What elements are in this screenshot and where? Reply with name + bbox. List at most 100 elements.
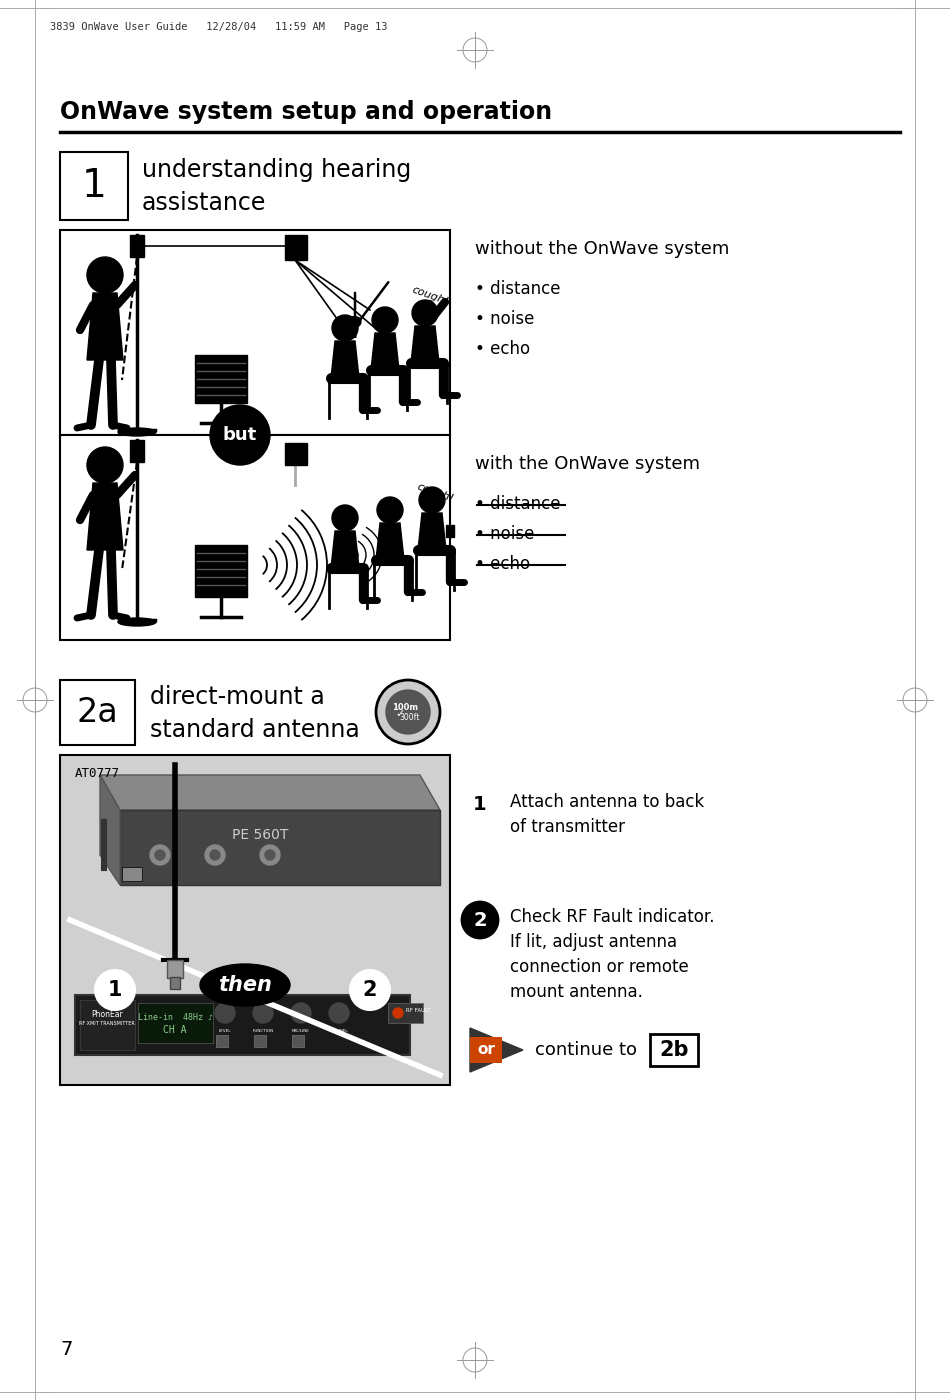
Circle shape — [291, 1002, 311, 1023]
Text: PhonEar: PhonEar — [91, 1009, 123, 1019]
Polygon shape — [87, 483, 123, 550]
Circle shape — [372, 307, 398, 333]
Text: • distance: • distance — [475, 280, 560, 298]
Text: understanding hearing
assistance: understanding hearing assistance — [142, 158, 411, 214]
Bar — [60, 680, 135, 745]
Text: 7: 7 — [60, 1340, 72, 1359]
Polygon shape — [100, 776, 120, 885]
Circle shape — [265, 850, 275, 860]
Text: FUNCTION: FUNCTION — [253, 1029, 274, 1033]
Circle shape — [462, 902, 498, 938]
Circle shape — [87, 447, 123, 483]
Circle shape — [205, 846, 225, 865]
Circle shape — [332, 505, 358, 531]
Bar — [292, 1035, 304, 1047]
Circle shape — [215, 1002, 235, 1023]
Circle shape — [419, 487, 445, 512]
Polygon shape — [371, 333, 399, 370]
Circle shape — [377, 497, 403, 524]
Circle shape — [350, 970, 390, 1009]
Text: PE 560T: PE 560T — [232, 827, 288, 841]
Text: RF FAULT: RF FAULT — [406, 1008, 430, 1014]
Text: 3839 OnWave User Guide   12/28/04   11:59 AM   Page 13: 3839 OnWave User Guide 12/28/04 11:59 AM… — [50, 22, 388, 32]
Text: • distance: • distance — [475, 496, 560, 512]
Text: 100m: 100m — [392, 703, 418, 711]
Bar — [130, 440, 144, 462]
Text: cough!: cough! — [415, 482, 455, 504]
Polygon shape — [418, 512, 446, 550]
Text: with the OnWave system: with the OnWave system — [475, 455, 700, 473]
Text: Attach antenna to back
of transmitter: Attach antenna to back of transmitter — [510, 792, 704, 836]
Bar — [216, 1035, 228, 1047]
Text: direct-mount a
standard antenna: direct-mount a standard antenna — [150, 685, 360, 742]
Bar — [60, 755, 450, 1085]
Text: RF XMIT TRANSMITTER: RF XMIT TRANSMITTER — [79, 1021, 135, 1026]
Text: without the OnWave system: without the OnWave system — [475, 239, 730, 258]
Ellipse shape — [200, 965, 290, 1007]
Circle shape — [150, 846, 170, 865]
Text: ✓: ✓ — [375, 496, 394, 515]
Bar — [388, 1002, 423, 1023]
Circle shape — [87, 258, 123, 293]
Text: Check RF Fault indicator.
If lit, adjust antenna
connection or remote
mount ante: Check RF Fault indicator. If lit, adjust… — [510, 909, 714, 1001]
Bar — [122, 867, 142, 881]
Text: then: then — [218, 974, 272, 995]
Text: 2: 2 — [473, 910, 486, 930]
Circle shape — [329, 1002, 349, 1023]
Polygon shape — [470, 1028, 523, 1072]
Bar — [60, 435, 450, 640]
Bar — [195, 356, 247, 403]
Text: 1: 1 — [82, 167, 106, 204]
Circle shape — [210, 405, 270, 465]
Circle shape — [332, 315, 358, 342]
Bar — [60, 153, 128, 220]
Text: LEVEL: LEVEL — [218, 1029, 231, 1033]
Text: CHANNEL: CHANNEL — [330, 1029, 349, 1033]
Circle shape — [260, 846, 280, 865]
Text: • echo: • echo — [475, 340, 530, 358]
Bar — [195, 545, 247, 596]
Circle shape — [376, 680, 440, 743]
Text: Line-in  48Hz ♪: Line-in 48Hz ♪ — [138, 1014, 213, 1022]
Bar — [285, 442, 307, 465]
Bar — [60, 230, 450, 435]
Text: 2: 2 — [363, 980, 377, 1000]
Polygon shape — [120, 811, 440, 885]
Polygon shape — [331, 342, 359, 378]
Circle shape — [393, 1008, 403, 1018]
Polygon shape — [87, 293, 123, 360]
Text: continue to: continue to — [535, 1042, 637, 1058]
Text: 2a: 2a — [76, 696, 118, 728]
Text: ?: ? — [346, 315, 364, 344]
Circle shape — [462, 787, 498, 823]
Circle shape — [386, 690, 430, 734]
Text: 1: 1 — [107, 980, 123, 1000]
Text: 1: 1 — [473, 795, 486, 815]
Circle shape — [155, 850, 165, 860]
Text: OnWave system setup and operation: OnWave system setup and operation — [60, 99, 552, 125]
Circle shape — [95, 970, 135, 1009]
Bar — [138, 1002, 213, 1043]
Text: • echo: • echo — [475, 554, 530, 573]
Circle shape — [210, 850, 220, 860]
Text: CH A: CH A — [163, 1025, 187, 1035]
Text: but: but — [223, 426, 257, 444]
Bar — [446, 525, 454, 538]
Polygon shape — [411, 326, 439, 363]
Bar — [167, 960, 183, 979]
Bar — [75, 995, 410, 1056]
Bar — [470, 1037, 502, 1063]
Text: 300ft: 300ft — [400, 713, 420, 721]
Bar — [80, 1000, 135, 1050]
Text: 2b: 2b — [659, 1040, 689, 1060]
Text: MIC/LINE: MIC/LINE — [292, 1029, 310, 1033]
Text: • noise: • noise — [475, 525, 534, 543]
Polygon shape — [100, 776, 440, 811]
Polygon shape — [331, 531, 359, 568]
Bar — [130, 235, 144, 258]
Bar — [285, 235, 307, 260]
Ellipse shape — [118, 617, 156, 626]
Text: cough!: cough! — [410, 284, 449, 307]
Text: or: or — [477, 1043, 495, 1057]
Ellipse shape — [118, 428, 156, 435]
